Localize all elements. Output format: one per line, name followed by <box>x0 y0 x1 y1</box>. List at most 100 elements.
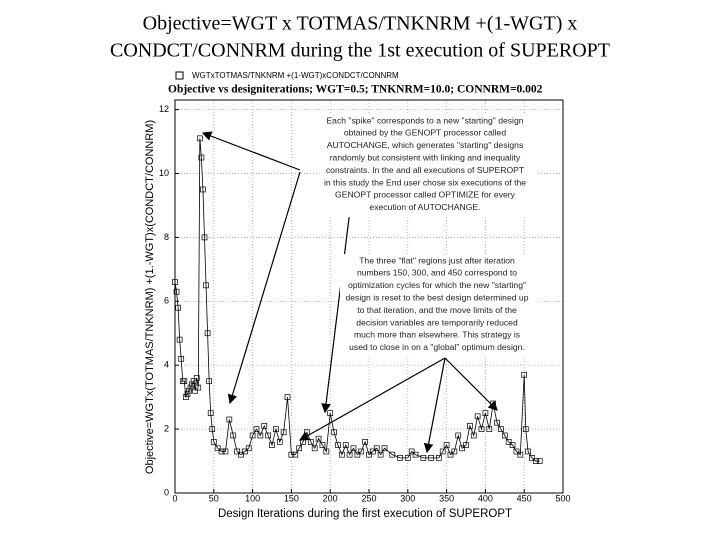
point-marker <box>176 336 183 343</box>
point-marker <box>204 330 211 337</box>
point-marker <box>276 439 283 445</box>
point-marker <box>439 448 446 455</box>
point-marker <box>435 455 442 461</box>
point-marker <box>408 448 415 455</box>
point-marker <box>203 282 209 289</box>
point-marker <box>173 288 180 295</box>
legend-marker <box>175 71 184 80</box>
point-marker <box>412 451 419 458</box>
x-tick-label: 350 <box>439 493 454 503</box>
legend-label: WGTxTOTMAS/TNKNRM +(1-WGT)xCONDCT/CONNRM <box>192 71 399 80</box>
x-tick-label: 50 <box>209 493 219 503</box>
point-marker <box>284 394 291 400</box>
x-axis-label: Design Iterations during the first execu… <box>218 508 512 520</box>
point-marker <box>234 448 240 455</box>
point-marker <box>494 419 500 426</box>
series-line <box>174 138 540 462</box>
x-tick-label: 200 <box>323 493 338 503</box>
point-marker <box>186 387 192 394</box>
point-marker <box>455 432 462 439</box>
point-marker <box>273 426 279 432</box>
point-marker <box>362 439 368 445</box>
point-marker <box>195 384 202 391</box>
arrow <box>227 171 301 405</box>
y-tick-label: 10 <box>159 168 169 178</box>
annotation-text: in this study the End user chose six exe… <box>324 177 526 187</box>
point-marker <box>335 442 341 448</box>
point-marker <box>214 445 221 452</box>
point-marker <box>209 426 216 432</box>
point-marker <box>261 423 268 429</box>
point-marker <box>207 410 214 416</box>
annotation-text: GENOPT processor called OPTIMIZE for eve… <box>335 190 516 200</box>
y-tick-label: 12 <box>159 104 169 114</box>
annotation-text: Each "spike" corresponds to a new "start… <box>326 115 523 125</box>
slide-title: CONDCT/CONNRM during the 1st execution o… <box>110 40 610 62</box>
point-marker <box>190 378 197 385</box>
point-marker <box>470 432 477 439</box>
point-marker <box>467 423 473 429</box>
x-tick-label: 300 <box>400 493 415 503</box>
point-marker <box>443 442 450 448</box>
point-marker <box>315 435 322 442</box>
point-marker <box>230 432 237 439</box>
point-marker <box>319 442 326 448</box>
point-marker <box>206 378 212 385</box>
point-marker <box>311 445 318 452</box>
point-marker <box>184 391 191 397</box>
point-marker <box>226 416 233 423</box>
point-marker <box>525 448 531 455</box>
point-marker <box>377 451 384 458</box>
annotation-text: execution of AUTOCHANGE. <box>369 202 480 212</box>
point-marker <box>373 445 380 452</box>
annotation-text: optimization cycles for which the new "s… <box>348 280 526 290</box>
point-marker <box>253 426 260 432</box>
point-marker <box>447 451 454 458</box>
point-marker <box>509 442 516 448</box>
point-marker <box>288 451 295 458</box>
point-marker <box>389 451 396 458</box>
point-marker <box>200 186 206 193</box>
annotation-text: much more than elsewhere. This strategy … <box>354 330 520 340</box>
point-marker <box>370 448 376 455</box>
x-tick-label: 450 <box>517 493 532 503</box>
point-marker <box>463 442 469 448</box>
arrow <box>321 209 351 414</box>
point-marker <box>342 442 349 448</box>
point-marker <box>358 448 365 455</box>
point-marker <box>331 429 337 436</box>
point-marker <box>192 387 199 394</box>
arrow <box>201 131 301 171</box>
y-tick-label: 0 <box>164 487 169 497</box>
annotation-text: numbers 150, 300, and 450 correspond to <box>357 268 517 278</box>
point-marker <box>238 451 244 458</box>
point-marker <box>486 426 493 432</box>
point-marker <box>198 154 205 161</box>
point-marker <box>346 451 353 458</box>
point-marker <box>517 451 524 458</box>
plot: 0 50 100 150 200 250 300 350 400 450 500 0 2 4 6 8 10 12 <box>159 100 571 503</box>
point-marker <box>404 455 411 461</box>
point-marker <box>474 413 481 420</box>
point-marker <box>178 355 185 362</box>
point-marker <box>366 451 372 458</box>
chart-title: Objective vs designiterations; WGT=0.5; … <box>168 84 543 96</box>
x-tick-label: 400 <box>478 493 493 503</box>
point-marker <box>350 445 357 452</box>
point-marker <box>498 426 504 432</box>
plot-frame <box>174 99 564 494</box>
y-tick-label: 8 <box>164 232 169 242</box>
y-tick-label: 6 <box>164 296 169 306</box>
point-marker <box>181 378 188 385</box>
annotation-box <box>318 114 536 218</box>
x-tick-label: 150 <box>284 493 299 503</box>
point-marker <box>354 451 361 458</box>
annotation-text: decision variables are temporarily reduc… <box>356 317 518 327</box>
point-marker <box>522 426 529 432</box>
annotation-text: randomly but consistent with linking and… <box>330 152 521 162</box>
x-tick-label: 0 <box>172 493 177 503</box>
point-marker <box>257 432 264 439</box>
annotation-box <box>340 254 536 358</box>
x-tick-label: 250 <box>361 493 376 503</box>
annotation-text: AUTOCHANGE, which generates "starting" d… <box>327 140 524 150</box>
